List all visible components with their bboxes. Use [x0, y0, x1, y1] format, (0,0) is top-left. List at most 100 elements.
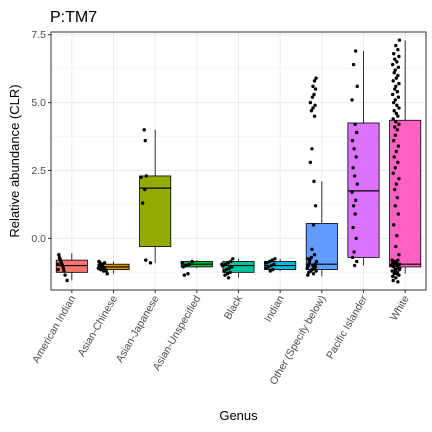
data-point	[397, 82, 400, 85]
data-point	[355, 155, 358, 158]
y-axis-title: Relative abundance (CLR)	[7, 84, 22, 237]
x-axis-title: Genus	[219, 408, 258, 423]
data-point	[354, 49, 357, 52]
data-point	[144, 258, 147, 261]
data-point	[396, 128, 399, 131]
data-point	[145, 174, 148, 177]
data-point	[63, 273, 66, 276]
data-point	[351, 256, 354, 259]
data-point	[351, 226, 354, 229]
data-point	[396, 48, 399, 51]
data-point	[144, 139, 147, 142]
data-point	[392, 223, 395, 226]
data-point	[394, 44, 397, 47]
data-point	[307, 257, 310, 260]
data-point	[390, 269, 393, 272]
chart-title: P:TM7	[50, 9, 97, 26]
data-point	[227, 276, 230, 279]
data-point	[97, 260, 100, 263]
data-point	[181, 261, 184, 264]
data-point	[393, 188, 396, 191]
data-point	[392, 52, 395, 55]
data-point	[396, 90, 399, 93]
data-point	[351, 139, 354, 142]
x-tick-label: Black	[222, 293, 246, 322]
data-point	[393, 71, 396, 74]
data-point	[394, 245, 397, 248]
data-point	[56, 263, 59, 266]
data-point	[306, 267, 309, 270]
data-point	[397, 95, 400, 98]
data-point	[310, 147, 313, 150]
data-point	[355, 237, 358, 240]
y-tick-label: 0.0	[31, 233, 46, 245]
data-point	[313, 253, 316, 256]
data-point	[264, 261, 267, 264]
data-point	[186, 272, 189, 275]
data-point	[392, 101, 395, 104]
x-axis-ticks: American IndianAsian-ChineseAsian-Japane…	[30, 290, 412, 387]
data-point	[311, 264, 314, 267]
data-point	[391, 279, 394, 282]
data-point	[391, 172, 394, 175]
data-point	[143, 188, 146, 191]
data-point	[356, 182, 359, 185]
x-tick-label: Pacific Islander	[324, 293, 370, 361]
y-axis-ticks: 0.0 2.5 5.0 7.5	[31, 29, 51, 245]
data-point	[314, 204, 317, 207]
y-tick-label: 5.0	[31, 97, 46, 109]
data-point	[397, 106, 400, 109]
data-point	[57, 253, 60, 256]
data-point	[394, 276, 397, 279]
data-point	[395, 272, 398, 275]
data-point	[183, 273, 186, 276]
data-point	[391, 63, 394, 66]
data-point	[395, 104, 398, 107]
data-point	[352, 250, 355, 253]
data-point	[354, 199, 357, 202]
data-point	[353, 212, 356, 215]
data-point	[223, 269, 226, 272]
data-point	[139, 176, 142, 179]
data-point	[390, 258, 393, 261]
data-point	[393, 57, 396, 60]
data-point	[356, 85, 359, 88]
data-point	[314, 269, 317, 272]
data-point	[395, 182, 398, 185]
data-point	[65, 279, 68, 282]
data-point	[396, 161, 399, 164]
data-point	[143, 128, 146, 131]
data-point	[355, 260, 358, 263]
data-point	[355, 131, 358, 134]
data-point	[309, 161, 312, 164]
box-body	[348, 123, 379, 257]
data-point	[312, 180, 315, 183]
data-point	[220, 263, 223, 266]
data-point	[393, 109, 396, 112]
x-tick-label: Asian-Unspecified	[151, 293, 204, 372]
data-point	[391, 117, 394, 120]
data-point	[187, 263, 190, 266]
data-point	[103, 261, 106, 264]
data-point	[351, 166, 354, 169]
data-point	[397, 212, 400, 215]
data-point	[350, 98, 353, 101]
data-point	[182, 265, 185, 268]
data-point	[395, 150, 398, 153]
data-point	[397, 66, 400, 69]
data-point	[149, 261, 152, 264]
data-point	[397, 123, 400, 126]
data-point	[393, 125, 396, 128]
data-point	[141, 201, 144, 204]
data-point	[397, 177, 400, 180]
box-body	[390, 120, 421, 267]
data-point	[269, 269, 272, 272]
data-point	[310, 109, 313, 112]
data-point	[353, 123, 356, 126]
data-point	[397, 144, 400, 147]
data-point	[395, 76, 398, 79]
data-point	[398, 268, 401, 271]
data-point	[353, 264, 356, 267]
data-point	[311, 95, 314, 98]
data-point	[394, 134, 397, 137]
